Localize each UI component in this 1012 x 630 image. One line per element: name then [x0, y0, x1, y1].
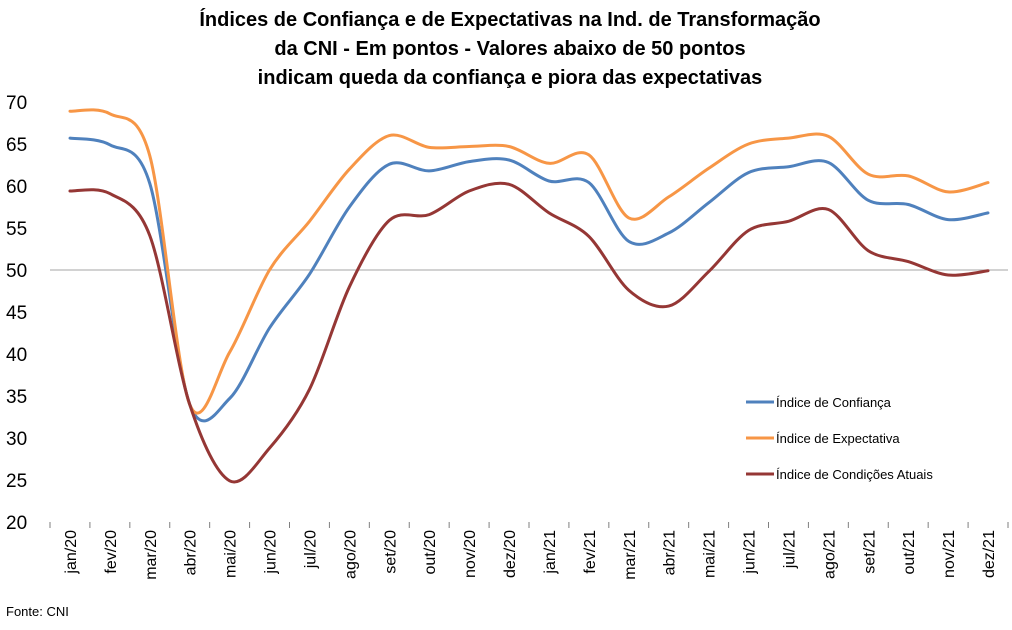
- x-tick-label: fev/21: [582, 530, 599, 574]
- y-tick-label: 25: [6, 471, 27, 492]
- title-line-1: Índices de Confiança e de Expectativas n…: [199, 9, 821, 31]
- legend-item-condicoes-atuais-label: Índice de Condições Atuais: [776, 467, 933, 482]
- series-line-confianca: [68, 136, 990, 423]
- x-tick-label: ago/20: [342, 530, 359, 579]
- x-tick-label: fev/20: [103, 530, 120, 574]
- x-tick-label: mar/20: [143, 530, 160, 580]
- x-tick-label: jan/21: [542, 530, 559, 575]
- y-tick-label: 55: [6, 219, 27, 240]
- y-tick-label: 70: [6, 93, 27, 114]
- x-tick-label: mar/21: [622, 530, 639, 580]
- legend-item-expectativa-label: Índice de Expectativa: [776, 431, 900, 446]
- x-tick-label: jul/20: [302, 530, 319, 569]
- y-tick-label: 50: [6, 261, 27, 282]
- y-tick-label: 30: [6, 429, 27, 450]
- x-tick-label: nov/21: [941, 530, 958, 578]
- title-line-3: indicam queda da confiança e piora das e…: [257, 67, 763, 89]
- x-tick-label: jul/21: [781, 530, 798, 569]
- x-tick-label: dez/20: [502, 530, 519, 578]
- x-tick-label: jun/21: [742, 530, 759, 575]
- y-tick-label: 65: [6, 135, 27, 156]
- y-tick-label: 45: [6, 303, 27, 324]
- x-tick-label: nov/20: [462, 530, 479, 578]
- y-tick-label: 60: [6, 177, 27, 198]
- x-tick-label: abr/21: [662, 530, 679, 575]
- y-tick-label: 40: [6, 345, 27, 366]
- source-note: Fonte: CNI: [6, 604, 69, 619]
- x-tick-label: abr/20: [183, 530, 200, 575]
- legend-item-confianca-label: Índice de Confiança: [776, 395, 892, 410]
- y-tick-label: 35: [6, 387, 27, 408]
- chart-title: Índices de Confiança e de Expectativas n…: [150, 6, 870, 93]
- x-tick-label: set/20: [382, 530, 399, 574]
- x-tick-label: jun/20: [263, 530, 280, 575]
- x-tick-label: out/20: [422, 530, 439, 575]
- x-tick-label: jan/20: [63, 530, 80, 575]
- x-tick-label: dez/21: [981, 530, 998, 578]
- x-tick-label: mai/20: [223, 530, 240, 578]
- series-line-expectativa: [68, 108, 990, 415]
- x-tick-label: out/21: [901, 530, 918, 575]
- y-tick-label: 20: [6, 513, 27, 534]
- title-line-2: da CNI - Em pontos - Valores abaixo de 5…: [274, 38, 746, 60]
- series-line-condicoes-atuais: [68, 181, 990, 484]
- x-tick-label: set/21: [861, 530, 878, 574]
- x-tick-label: ago/21: [821, 530, 838, 579]
- x-tick-label: mai/21: [702, 530, 719, 578]
